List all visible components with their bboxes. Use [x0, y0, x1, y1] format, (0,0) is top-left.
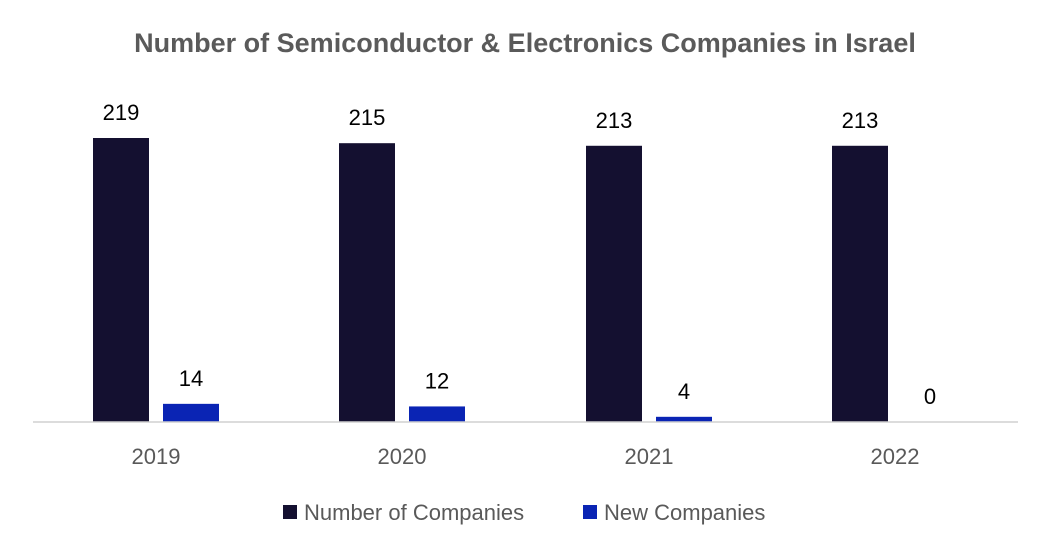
legend-swatch-new-companies [583, 505, 597, 519]
data-label-new-companies-2020: 12 [425, 368, 449, 393]
bar-number-of-companies-2021 [586, 145, 642, 422]
data-label-new-companies-2019: 14 [179, 366, 203, 391]
bar-new-companies-2020 [409, 406, 465, 422]
legend-label-new-companies: New Companies [604, 500, 765, 525]
legend-label-number-of-companies: Number of Companies [304, 500, 524, 525]
x-tick-label-2019: 2019 [132, 444, 181, 469]
bar-number-of-companies-2020 [339, 143, 395, 423]
legend-swatch-number-of-companies [283, 505, 297, 519]
bar-number-of-companies-2019 [93, 138, 149, 422]
data-labels-group: 219 14 215 12 213 4 213 0 [103, 100, 936, 409]
bar-new-companies-2019 [163, 403, 219, 422]
legend: Number of Companies New Companies [283, 500, 765, 525]
x-tick-label-2021: 2021 [625, 444, 674, 469]
x-tick-labels-group: 2019 2020 2021 2022 [132, 444, 920, 469]
bar-new-companies-2021 [656, 416, 712, 422]
chart-title: Number of Semiconductor & Electronics Co… [134, 28, 916, 58]
x-tick-label-2020: 2020 [378, 444, 427, 469]
bars-group [93, 138, 888, 423]
data-label-new-companies-2021: 4 [678, 379, 690, 404]
data-label-number-of-companies-2020: 215 [349, 105, 386, 130]
data-label-number-of-companies-2022: 213 [842, 108, 879, 133]
data-label-number-of-companies-2019: 219 [103, 100, 140, 125]
data-label-new-companies-2022: 0 [924, 384, 936, 409]
bar-number-of-companies-2022 [832, 145, 888, 422]
x-tick-label-2022: 2022 [871, 444, 920, 469]
data-label-number-of-companies-2021: 213 [596, 108, 633, 133]
